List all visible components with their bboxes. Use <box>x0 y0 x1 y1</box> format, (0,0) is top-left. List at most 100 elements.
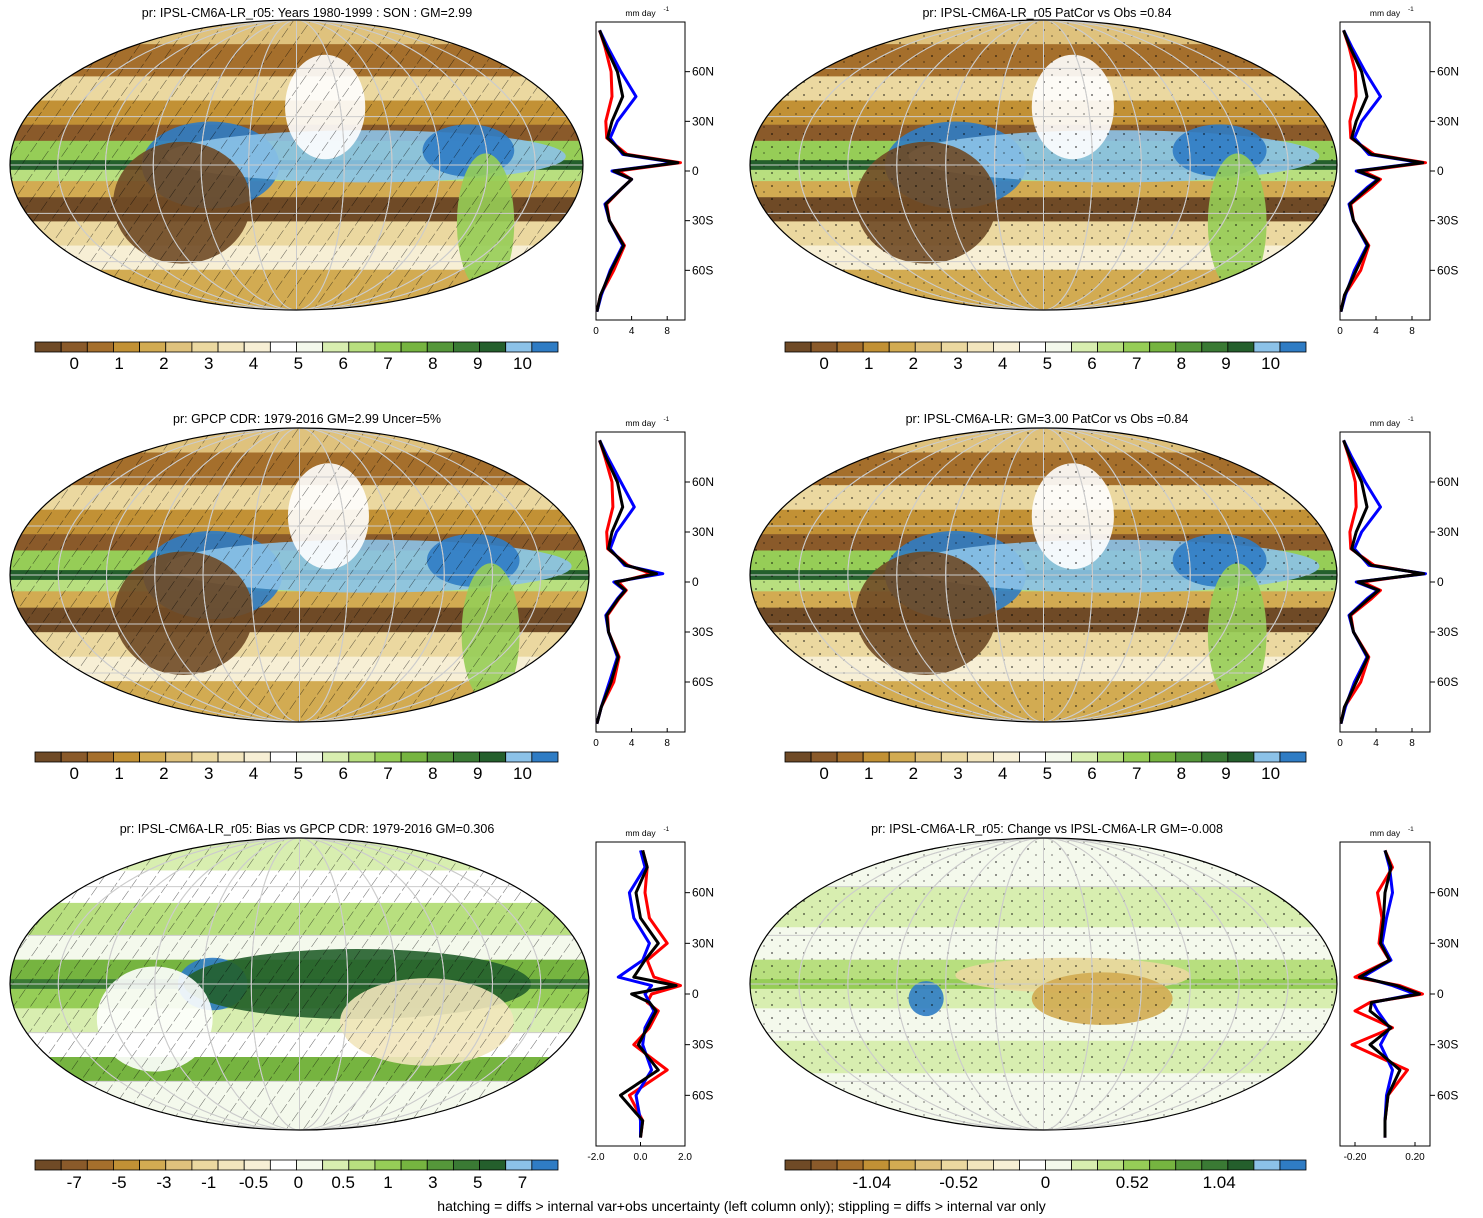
colorbar-label: 5 <box>1043 354 1052 373</box>
colorbar-swatch <box>348 341 376 353</box>
zonal-x-label: 0 <box>1337 738 1343 749</box>
colorbar-swatch <box>60 341 88 353</box>
colorbar-swatch <box>531 341 559 353</box>
colorbar-label: 10 <box>1261 764 1280 783</box>
zonal-x-label: 0 <box>1337 326 1343 337</box>
colorbar-label: 0 <box>819 764 828 783</box>
map-ens-clim <box>750 20 1337 310</box>
zonal-lat-label: 60S <box>692 263 713 277</box>
colorbar-label: -1 <box>201 1173 216 1192</box>
zonal-lat-label: 60N <box>692 65 714 79</box>
colorbar-swatch <box>374 1159 402 1171</box>
colorbar-swatch <box>243 751 271 763</box>
map-outline <box>749 427 1338 723</box>
colorbar-swatch <box>531 1159 559 1171</box>
colorbar-swatch <box>217 751 245 763</box>
colorbar-swatch <box>888 341 916 353</box>
map-bias <box>10 838 589 1130</box>
colorbar-swatch <box>113 751 140 763</box>
colorbar-swatch <box>322 341 350 353</box>
colorbar-swatch <box>1149 1159 1177 1171</box>
colorbar-swatch <box>784 1159 812 1171</box>
colorbar-label: 4 <box>998 764 1007 783</box>
colorbar-label: 6 <box>1087 354 1096 373</box>
colorbar-swatch <box>1201 1159 1229 1171</box>
zonal-unit-exp: -1 <box>664 826 670 833</box>
colorbar-swatch <box>322 1159 350 1171</box>
colorbar-swatch <box>479 751 507 763</box>
colorbar-swatch <box>1227 341 1255 353</box>
colorbar-swatch <box>113 1159 140 1171</box>
colorbar-label: 10 <box>513 764 532 783</box>
graticule-lon <box>945 428 1142 722</box>
colorbar-swatch <box>348 751 376 763</box>
zonal-lat-label: 60N <box>1437 886 1459 900</box>
map-outline <box>9 427 590 723</box>
colorbar-label: -5 <box>111 1173 126 1192</box>
colorbar-swatch <box>296 341 324 353</box>
colorbar-swatch <box>810 1159 838 1171</box>
graticule-lon <box>847 838 1240 1130</box>
colorbar-label: 0 <box>69 354 78 373</box>
colorbar-label: 3 <box>953 354 962 373</box>
zonal-lat-label: 0 <box>1437 575 1444 589</box>
zonal-x-label: 4 <box>1373 326 1379 337</box>
panel-title-ens-mean-clim: pr: IPSL-CM6A-LR: GM=3.00 PatCor vs Obs … <box>905 412 1189 426</box>
colorbar-label: 6 <box>338 354 347 373</box>
graticule-lon <box>57 838 542 1130</box>
zonal-lat-label: 30N <box>1437 936 1459 950</box>
colorbar-swatch <box>1175 751 1203 763</box>
zonal-lat-label: 30N <box>1437 525 1459 539</box>
colorbar-swatch <box>1045 341 1072 353</box>
colorbar-swatch <box>400 341 428 353</box>
zonal-x-label: 0.20 <box>1405 1152 1425 1163</box>
zonal-bias: mm day -1 60N 30N 0 30S 60S -2.0 0.0 2.0 <box>587 826 714 1163</box>
zonal-lat-label: 60S <box>1437 263 1458 277</box>
colorbar-swatch <box>993 751 1020 763</box>
colorbar-swatch <box>34 341 62 353</box>
zonal-ens-mean-clim: mm day -1 60N 30N 0 30S 60S 0 4 8 <box>1337 416 1459 749</box>
zonal-x-label: 8 <box>1409 738 1415 749</box>
colorbar-label: 0 <box>69 764 78 783</box>
colorbar-label: 10 <box>513 354 532 373</box>
colorbar-label: 4 <box>998 354 1007 373</box>
colorbar-swatch <box>1279 341 1307 353</box>
colorbar-swatch <box>1201 751 1229 763</box>
colorbar-swatch <box>810 751 838 763</box>
panel-title-ens-clim: pr: IPSL-CM6A-LR_r05 PatCor vs Obs =0.84 <box>922 6 1172 20</box>
colorbar-swatch <box>531 751 559 763</box>
colorbar-swatch <box>1279 1159 1307 1171</box>
colorbar-swatch <box>1123 751 1151 763</box>
zonal-lat-label: 60N <box>1437 475 1459 489</box>
colorbar-swatch <box>1227 751 1255 763</box>
colorbar-label: 5 <box>1043 764 1052 783</box>
colorbar-label: 5 <box>294 764 303 783</box>
colorbar-label: 9 <box>473 764 482 783</box>
colorbar-swatch <box>940 1159 968 1171</box>
colorbar-swatch <box>1123 1159 1151 1171</box>
zonal-lat-label: 60S <box>692 1088 713 1102</box>
colorbar-swatch <box>86 341 114 353</box>
zonal-ens-clim: mm day -1 60N 30N 0 30S 60S 0 4 8 <box>1337 6 1459 337</box>
colorbar-label: 9 <box>473 354 482 373</box>
zonal-unit: mm day <box>1370 828 1401 838</box>
colorbar-swatch <box>400 1159 428 1171</box>
colorbar-swatch <box>322 751 350 763</box>
colorbar-swatch <box>1071 341 1099 353</box>
graticule-lon <box>994 428 1093 722</box>
colorbar-label: -0.52 <box>939 1173 978 1192</box>
graticule-lon <box>57 428 542 722</box>
colorbar-swatch <box>1253 751 1281 763</box>
colorbar-swatch <box>60 751 88 763</box>
zonal-lat-label: 60N <box>692 886 714 900</box>
colorbar-swatch <box>993 1159 1020 1171</box>
zonal-lat-label: 30S <box>1437 1038 1458 1052</box>
zonal-x-label: 8 <box>1409 326 1415 337</box>
colorbar-swatch <box>452 1159 480 1171</box>
colorbar-swatch <box>1045 751 1072 763</box>
colorbar-swatch <box>1071 751 1099 763</box>
graticule-lon <box>896 838 1191 1130</box>
colorbar-swatch <box>217 1159 245 1171</box>
zonal-lat-label: 0 <box>692 987 699 1001</box>
zonal-unit: mm day <box>625 418 656 428</box>
